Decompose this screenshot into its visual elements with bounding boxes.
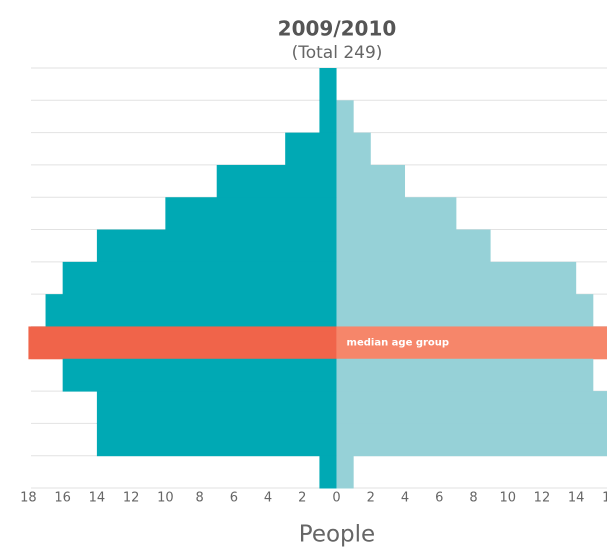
x-tick-label: 6 <box>435 491 443 506</box>
bar <box>336 229 491 263</box>
x-tick-label: 6 <box>230 491 238 506</box>
bar <box>62 261 337 295</box>
x-tick-label: 12 <box>534 491 551 506</box>
bar <box>336 358 594 392</box>
bar <box>336 455 354 489</box>
x-tick-label: 8 <box>469 491 477 506</box>
x-tick-label: 14 <box>89 491 106 506</box>
bar <box>96 229 337 263</box>
chart-title: 2009/2010 <box>278 17 397 41</box>
bar <box>336 423 607 457</box>
x-tick-label: 10 <box>157 491 174 506</box>
bar <box>336 132 371 166</box>
bar <box>96 423 337 457</box>
bar <box>336 164 406 198</box>
bar <box>45 294 337 327</box>
x-tick-label: 4 <box>401 491 409 506</box>
bar <box>319 455 337 489</box>
x-tick-label: 8 <box>195 491 203 506</box>
bar <box>216 164 337 198</box>
bar <box>319 100 337 134</box>
bar <box>336 326 607 360</box>
bar <box>62 358 337 392</box>
bar <box>336 197 457 231</box>
x-tick-label: 14 <box>568 491 585 506</box>
x-tick-label: 4 <box>264 491 272 506</box>
bar <box>336 100 354 134</box>
chart-subtitle: (Total 249) <box>292 43 383 63</box>
x-tick-label: 16 <box>602 491 607 506</box>
annotation: median age group <box>347 338 450 349</box>
bar <box>28 326 337 360</box>
x-tick-label: 2 <box>298 491 306 506</box>
x-axis-label: People <box>299 522 375 548</box>
x-tick-label: 10 <box>499 491 516 506</box>
x-tick-label: 16 <box>54 491 71 506</box>
bar <box>336 391 607 424</box>
x-tick-label: 18 <box>20 491 37 506</box>
bar <box>319 68 337 101</box>
bar <box>165 197 337 231</box>
bar <box>285 132 337 166</box>
x-tick-label: 0 <box>332 491 340 506</box>
bar <box>336 294 594 327</box>
x-tick-label: 2 <box>367 491 375 506</box>
bar <box>96 391 337 424</box>
bar <box>336 261 577 295</box>
x-tick-label: 12 <box>123 491 140 506</box>
